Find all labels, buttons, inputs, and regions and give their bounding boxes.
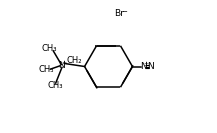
Text: −: − (121, 9, 127, 15)
Text: N: N (147, 62, 153, 71)
Text: N: N (140, 62, 147, 71)
Text: N: N (58, 61, 65, 70)
Text: +: + (61, 60, 67, 65)
Text: Br: Br (114, 9, 124, 18)
Text: CH₃: CH₃ (38, 65, 54, 74)
Text: +: + (143, 61, 148, 66)
Text: CH₃: CH₃ (42, 44, 57, 53)
Text: CH₂: CH₂ (66, 56, 82, 65)
Text: CH₃: CH₃ (48, 81, 63, 90)
